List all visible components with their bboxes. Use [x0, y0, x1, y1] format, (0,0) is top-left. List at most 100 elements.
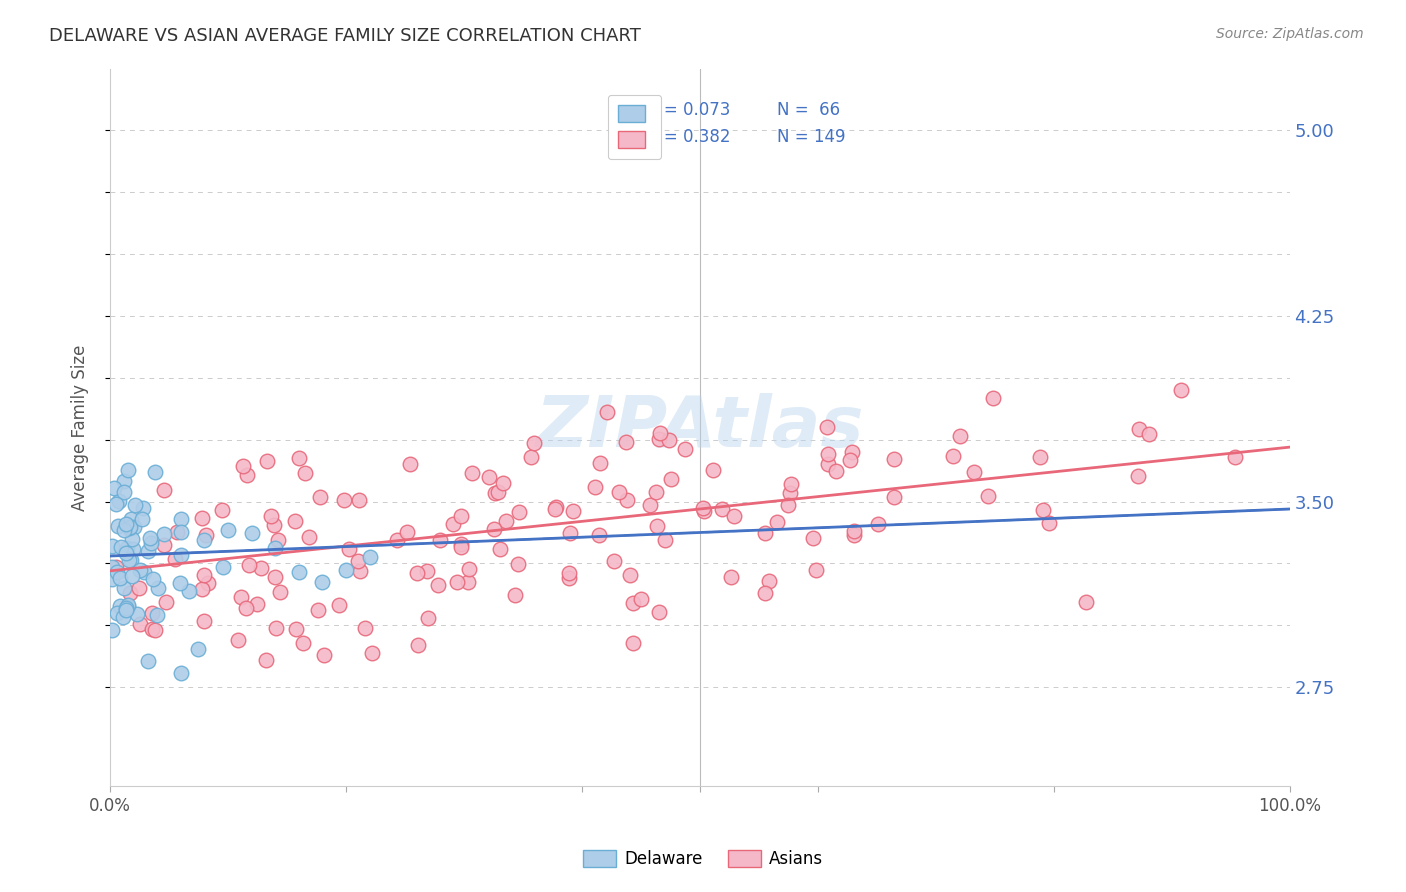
- Point: [112, 474, 135, 488]
- Point: [754, 526, 776, 541]
- Point: [457, 574, 479, 589]
- Point: [101, 540, 124, 554]
- Point: [883, 490, 905, 504]
- Point: [128, 563, 150, 577]
- Point: [311, 575, 333, 590]
- Point: [165, 551, 187, 566]
- Point: [359, 550, 381, 565]
- Point: [115, 602, 138, 616]
- Point: [101, 623, 124, 637]
- Point: [588, 528, 610, 542]
- Point: [114, 546, 136, 560]
- Point: [129, 616, 152, 631]
- Point: [349, 492, 371, 507]
- Point: [825, 464, 848, 478]
- Point: [153, 538, 176, 552]
- Point: [288, 565, 311, 579]
- Point: [124, 499, 146, 513]
- Point: [654, 533, 676, 547]
- Point: [284, 622, 307, 636]
- Point: [868, 516, 890, 531]
- Point: [842, 524, 865, 538]
- Point: [495, 514, 517, 528]
- Point: [115, 517, 138, 532]
- Point: [264, 541, 287, 555]
- Point: [838, 452, 860, 467]
- Point: [103, 481, 125, 495]
- Point: [450, 509, 472, 524]
- Point: [108, 494, 131, 508]
- Point: [139, 536, 162, 550]
- Point: [349, 564, 371, 578]
- Point: [127, 607, 149, 621]
- Point: [118, 553, 141, 567]
- Point: [441, 516, 464, 531]
- Point: [776, 498, 799, 512]
- Point: [558, 571, 581, 585]
- Point: [630, 591, 652, 606]
- Point: [395, 524, 418, 539]
- Point: [128, 581, 150, 595]
- Point: [544, 500, 567, 514]
- Point: [170, 524, 193, 539]
- Point: [508, 505, 530, 519]
- Point: [121, 569, 143, 583]
- Point: [115, 541, 138, 555]
- Point: [603, 554, 626, 568]
- Point: [648, 605, 671, 619]
- Point: [211, 503, 233, 517]
- Point: [136, 654, 159, 668]
- Point: [621, 635, 644, 649]
- Point: [232, 458, 254, 473]
- Point: [193, 614, 215, 628]
- Text: N = 149: N = 149: [776, 128, 845, 145]
- Point: [166, 525, 188, 540]
- Point: [246, 597, 269, 611]
- Point: [478, 470, 501, 484]
- Point: [614, 434, 637, 449]
- Point: [170, 512, 193, 526]
- Point: [291, 636, 314, 650]
- Point: [112, 523, 135, 537]
- Point: [486, 484, 509, 499]
- Point: [983, 392, 1005, 406]
- Point: [131, 501, 153, 516]
- Point: [523, 436, 546, 450]
- Point: [141, 606, 163, 620]
- Point: [765, 515, 787, 529]
- Point: [583, 480, 606, 494]
- Point: [645, 484, 668, 499]
- Point: [692, 504, 714, 518]
- Point: [121, 533, 143, 547]
- Point: [236, 467, 259, 482]
- Point: [263, 569, 285, 583]
- Point: [108, 599, 131, 613]
- Point: [596, 405, 619, 419]
- Point: [963, 465, 986, 479]
- Point: [780, 476, 803, 491]
- Point: [260, 509, 283, 524]
- Point: [561, 503, 583, 517]
- Point: [844, 528, 866, 542]
- Point: [883, 452, 905, 467]
- Point: [335, 563, 357, 577]
- Point: [263, 517, 285, 532]
- Point: [155, 595, 177, 609]
- Text: Source: ZipAtlas.com: Source: ZipAtlas.com: [1216, 27, 1364, 41]
- Point: [1126, 469, 1149, 483]
- Point: [1170, 383, 1192, 397]
- Point: [146, 607, 169, 622]
- Point: [779, 486, 801, 500]
- Point: [110, 540, 132, 554]
- Point: [543, 501, 565, 516]
- Point: [105, 607, 128, 621]
- Point: [659, 472, 682, 486]
- Point: [284, 514, 307, 528]
- Point: [229, 591, 252, 605]
- Point: [758, 574, 780, 589]
- Point: [648, 426, 671, 441]
- Point: [558, 566, 581, 580]
- Point: [117, 463, 139, 477]
- Point: [107, 518, 129, 533]
- Point: [111, 610, 134, 624]
